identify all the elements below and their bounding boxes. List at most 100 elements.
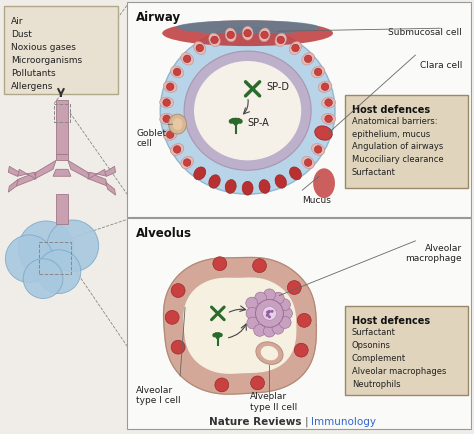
Circle shape: [37, 250, 81, 293]
Circle shape: [227, 31, 235, 39]
Polygon shape: [34, 161, 56, 179]
Circle shape: [230, 118, 236, 123]
Polygon shape: [88, 169, 107, 179]
Circle shape: [314, 68, 322, 76]
Polygon shape: [56, 155, 68, 161]
Ellipse shape: [311, 66, 325, 78]
Ellipse shape: [160, 97, 173, 108]
Circle shape: [269, 314, 272, 317]
Polygon shape: [56, 100, 68, 155]
Circle shape: [304, 159, 312, 166]
Text: Pollutants: Pollutants: [11, 69, 56, 78]
Polygon shape: [105, 166, 116, 176]
Circle shape: [271, 315, 273, 318]
Ellipse shape: [184, 51, 311, 170]
Ellipse shape: [209, 33, 220, 46]
Circle shape: [173, 146, 181, 153]
Circle shape: [264, 289, 275, 301]
Circle shape: [277, 36, 284, 44]
Circle shape: [269, 314, 272, 317]
Ellipse shape: [173, 118, 182, 130]
Circle shape: [244, 30, 251, 37]
Polygon shape: [17, 169, 36, 179]
Text: Microorganisms: Microorganisms: [11, 56, 82, 65]
Ellipse shape: [181, 156, 193, 169]
Text: epithelium, mucus: epithelium, mucus: [352, 130, 430, 138]
Circle shape: [229, 119, 234, 124]
Ellipse shape: [313, 168, 335, 198]
Text: Airway: Airway: [137, 11, 182, 24]
FancyBboxPatch shape: [128, 2, 471, 217]
Polygon shape: [56, 194, 68, 224]
Circle shape: [325, 99, 332, 106]
Ellipse shape: [194, 167, 206, 180]
Ellipse shape: [256, 342, 283, 365]
Polygon shape: [88, 172, 108, 186]
Polygon shape: [184, 278, 296, 373]
Circle shape: [278, 299, 290, 311]
Ellipse shape: [322, 113, 336, 124]
Polygon shape: [164, 257, 316, 394]
Circle shape: [163, 115, 171, 122]
FancyBboxPatch shape: [4, 7, 118, 94]
Text: Clara cell: Clara cell: [419, 61, 462, 70]
Circle shape: [251, 315, 263, 326]
Text: Alveolar
macrophage: Alveolar macrophage: [405, 244, 462, 263]
Text: Alveolar
type II cell: Alveolar type II cell: [250, 392, 297, 412]
Ellipse shape: [194, 61, 301, 161]
Text: Complement: Complement: [352, 354, 406, 363]
Circle shape: [196, 44, 203, 52]
Text: Angulation of airways: Angulation of airways: [352, 142, 443, 151]
Ellipse shape: [275, 33, 286, 46]
Ellipse shape: [290, 167, 301, 180]
Text: Neutrophils: Neutrophils: [352, 380, 401, 389]
Circle shape: [269, 310, 272, 313]
Ellipse shape: [171, 66, 184, 78]
Text: Host defences: Host defences: [352, 105, 430, 115]
FancyBboxPatch shape: [345, 306, 468, 395]
Circle shape: [211, 36, 219, 44]
Text: Alveolus: Alveolus: [137, 227, 192, 240]
Circle shape: [321, 83, 329, 91]
Circle shape: [47, 220, 99, 272]
Circle shape: [233, 118, 238, 123]
Text: |: |: [304, 416, 308, 427]
Circle shape: [217, 332, 221, 336]
Polygon shape: [106, 182, 116, 195]
Text: Surfactant: Surfactant: [352, 168, 396, 178]
Ellipse shape: [225, 28, 236, 42]
Ellipse shape: [311, 144, 325, 155]
Circle shape: [267, 310, 270, 313]
Text: Mucociliary clearance: Mucociliary clearance: [352, 155, 444, 164]
Circle shape: [214, 332, 219, 336]
Circle shape: [294, 343, 308, 357]
Circle shape: [213, 257, 227, 271]
Polygon shape: [53, 169, 71, 176]
Polygon shape: [9, 166, 19, 176]
FancyBboxPatch shape: [345, 95, 468, 188]
Ellipse shape: [181, 53, 193, 65]
Circle shape: [253, 259, 266, 273]
Ellipse shape: [259, 180, 270, 194]
Ellipse shape: [242, 26, 253, 40]
Ellipse shape: [162, 20, 333, 46]
Text: Allergens: Allergens: [11, 82, 54, 91]
Ellipse shape: [322, 97, 336, 108]
Text: Nature Reviews: Nature Reviews: [209, 417, 301, 427]
Text: Alveolar
type I cell: Alveolar type I cell: [137, 386, 181, 405]
Text: Alveolar macrophages: Alveolar macrophages: [352, 367, 446, 376]
Text: Goblet
cell: Goblet cell: [137, 128, 166, 148]
Text: Anatomical barriers:: Anatomical barriers:: [352, 117, 438, 126]
Circle shape: [171, 283, 185, 297]
Ellipse shape: [318, 81, 332, 92]
Ellipse shape: [194, 42, 206, 54]
Circle shape: [171, 340, 185, 354]
Circle shape: [236, 118, 241, 123]
Circle shape: [276, 315, 288, 327]
Polygon shape: [16, 172, 36, 186]
Circle shape: [278, 307, 290, 319]
Ellipse shape: [169, 114, 186, 134]
Polygon shape: [68, 161, 90, 179]
Ellipse shape: [171, 144, 184, 155]
Text: Mucus: Mucus: [302, 196, 331, 205]
